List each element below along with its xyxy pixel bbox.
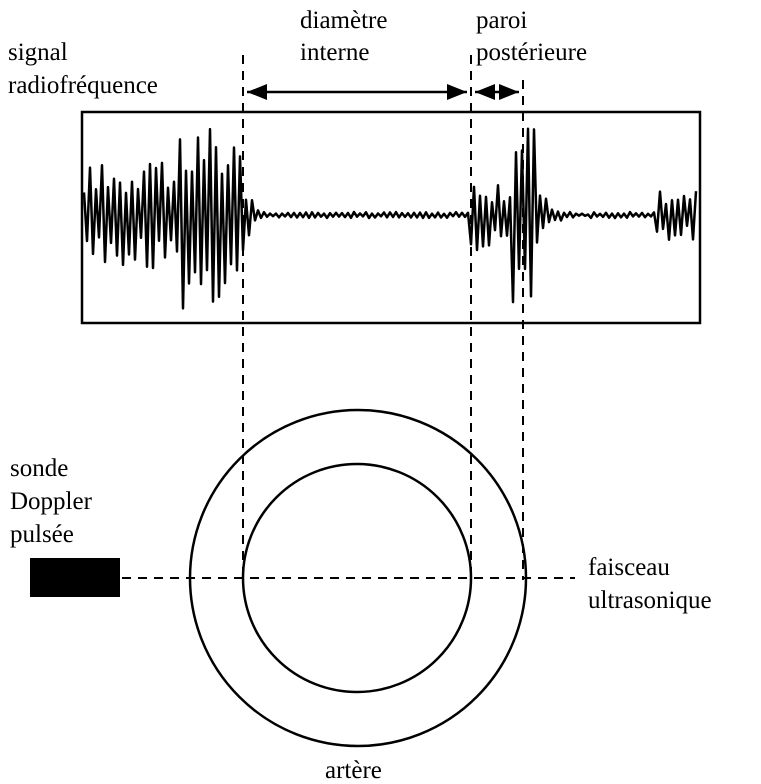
label: sonde <box>10 455 68 482</box>
label: ultrasonique <box>588 587 712 614</box>
label: pulsée <box>10 521 74 548</box>
signal-frame <box>80 110 702 325</box>
label: postérieure <box>476 39 587 66</box>
label: radiofréquence <box>8 72 158 99</box>
rf-waveform <box>82 127 698 310</box>
label: diamètre <box>300 7 387 34</box>
probe <box>30 558 120 597</box>
label: Doppler <box>10 488 93 515</box>
label: interne <box>300 39 369 66</box>
artery-lumen <box>241 462 473 694</box>
label: signal <box>8 39 68 66</box>
label: paroi <box>476 7 527 34</box>
label: artère <box>325 757 382 784</box>
label: faisceau <box>588 554 670 581</box>
